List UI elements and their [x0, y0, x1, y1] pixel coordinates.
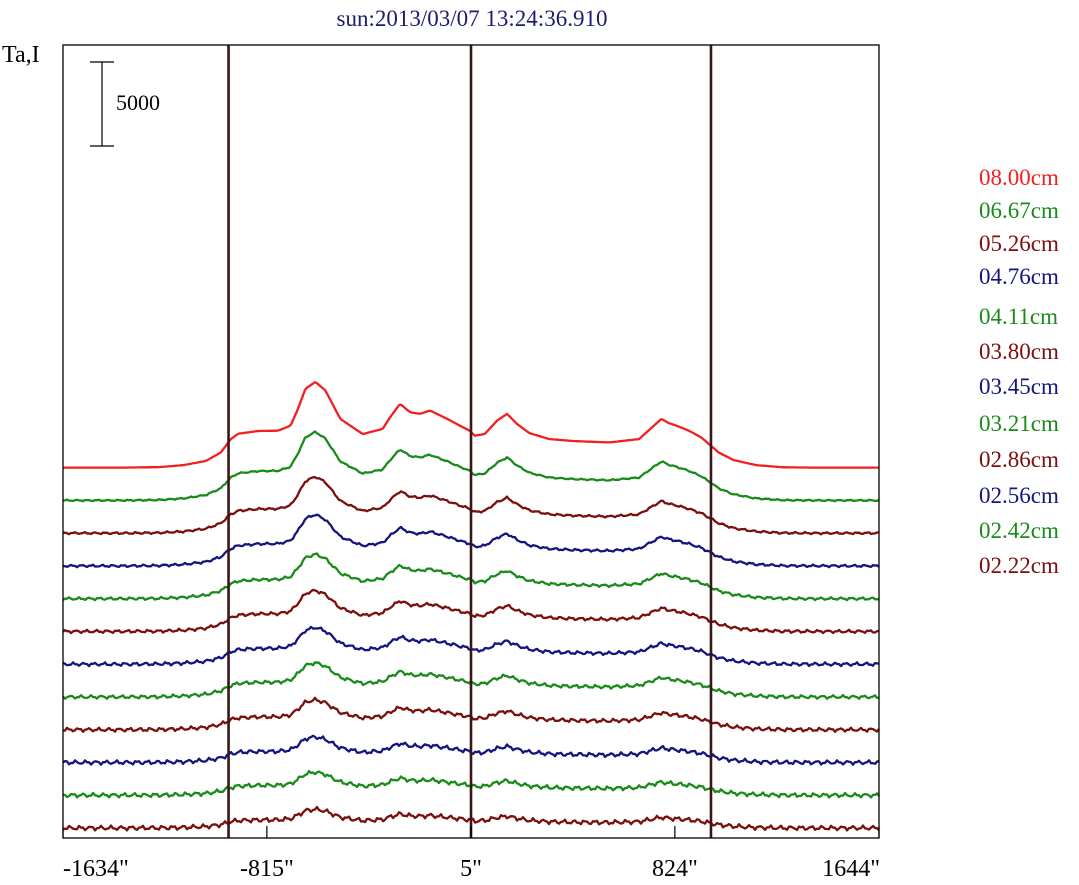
legend-entry: 02.22cm — [979, 553, 1059, 578]
y-axis-label: Ta,I — [2, 42, 40, 68]
legend-entry: 02.42cm — [979, 518, 1059, 543]
legend-entry: 04.11cm — [979, 304, 1058, 329]
scale-bar-label: 5000 — [116, 90, 160, 115]
x-tick-label: -815" — [240, 856, 294, 882]
legend-entry: 02.86cm — [979, 447, 1059, 472]
legend-entry: 03.21cm — [979, 411, 1059, 436]
legend-entry: 06.67cm — [979, 198, 1059, 223]
chart-title: sun:2013/03/07 13:24:36.910 — [337, 6, 608, 31]
x-tick-label: 5" — [460, 856, 482, 882]
legend-entry: 02.56cm — [979, 483, 1059, 508]
legend-entry: 04.76cm — [979, 264, 1059, 289]
x-tick-label: 824" — [652, 856, 698, 882]
scale-bar: 5000 — [90, 61, 160, 147]
legend: 08.00cm 06.67cm 05.26cm 04.76cm 04.11cm … — [979, 165, 1059, 578]
legend-entry: 08.00cm — [979, 165, 1059, 190]
legend-entry: 03.80cm — [979, 339, 1059, 364]
legend-entry: 05.26cm — [979, 231, 1059, 256]
x-axis: -1634" -815" 5" 824" 1644" — [62, 826, 880, 882]
x-tick-label: -1634" — [63, 856, 129, 882]
limb-lines — [227, 45, 713, 838]
x-tick-label: 1644" — [822, 856, 880, 882]
legend-entry: 03.45cm — [979, 374, 1059, 399]
